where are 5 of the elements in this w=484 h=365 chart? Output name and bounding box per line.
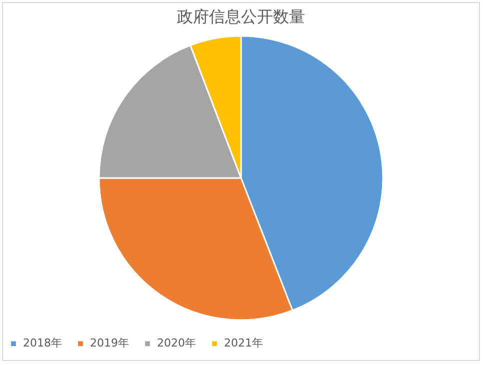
legend-label: 2019年 [90,336,129,350]
chart-title: 政府信息公开数量 [177,7,305,26]
legend-label: 2018年 [23,336,62,350]
legend-label: 2021年 [224,336,263,350]
legend-label: 2020年 [157,336,196,350]
